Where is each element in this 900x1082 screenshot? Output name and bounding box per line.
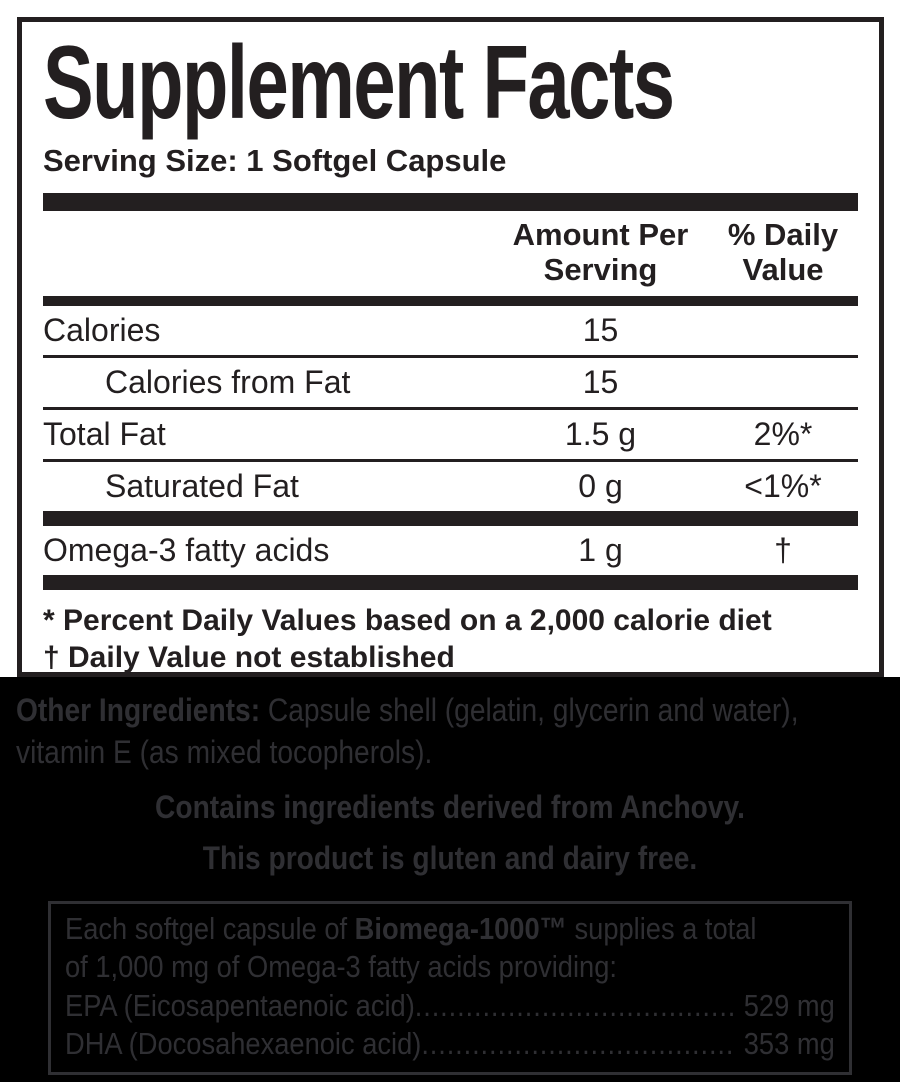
footnotes: * Percent Daily Values based on a 2,000 … bbox=[43, 602, 858, 675]
divider-hairline bbox=[43, 458, 858, 462]
divider-hairline bbox=[43, 354, 858, 358]
divider-thick bbox=[43, 510, 858, 526]
leader-dots: ........................................… bbox=[421, 1026, 736, 1062]
nutrient-name: Calories from Fat bbox=[105, 363, 351, 400]
divider-hairline bbox=[43, 406, 858, 410]
gluten-dairy-statement: This product is gluten and dairy free. bbox=[202, 839, 698, 876]
supplies-intro-line-2: of 1,000 mg of Omega-3 fatty acids provi… bbox=[65, 949, 617, 985]
panel-title-text: Supplement Facts bbox=[43, 25, 675, 141]
divider-medium bbox=[43, 295, 858, 306]
table-row-total-fat: Total Fat 1.5 g 2%* bbox=[43, 410, 858, 459]
other-ingredients-paragraph: Other Ingredients: Capsule shell (gelati… bbox=[16, 689, 884, 773]
nutrient-daily-value: 2%* bbox=[753, 415, 813, 452]
nutrient-daily-value: <1%* bbox=[744, 467, 822, 504]
nutrient-amount: 0 g bbox=[578, 467, 623, 504]
nutrient-name: Saturated Fat bbox=[105, 467, 299, 504]
supplies-content: Each softgel capsule of Biomega-1000™ su… bbox=[65, 910, 835, 1064]
supplies-item-epa: EPA (Eicosapentaenoic acid) ............… bbox=[65, 987, 835, 1025]
nutrient-name: Calories bbox=[43, 311, 161, 348]
supplies-item-value: 353 mg bbox=[743, 1026, 835, 1062]
brand-name: Biomega-1000™ bbox=[354, 910, 567, 946]
nutrient-daily-value-dagger: † bbox=[774, 531, 792, 568]
nutrient-amount: 15 bbox=[582, 363, 619, 400]
footnote-daily-value-not-established: † Daily Value not established bbox=[43, 641, 455, 675]
divider-thick-top bbox=[43, 192, 858, 211]
supplies-intro-pre: Each softgel capsule of bbox=[65, 910, 355, 946]
column-header-daily-value: % Daily Value bbox=[727, 216, 839, 287]
allergen-statement: Contains ingredients derived from Anchov… bbox=[155, 789, 745, 826]
ingredients-section: Other Ingredients: Capsule shell (gelati… bbox=[0, 677, 900, 1082]
footnote-percent-daily-values: * Percent Daily Values based on a 2,000 … bbox=[43, 603, 772, 637]
panel-title: Supplement Facts bbox=[43, 25, 858, 141]
table-header-row: Amount Per Serving % Daily Value bbox=[43, 211, 858, 296]
supplies-item-name: EPA (Eicosapentaenoic acid) bbox=[65, 987, 415, 1023]
supplies-item-name: DHA (Docosahexaenoic acid) bbox=[65, 1026, 422, 1062]
supplies-intro-line-1: Each softgel capsule of Biomega-1000™ su… bbox=[65, 910, 835, 948]
table-row-calories-from-fat: Calories from Fat 15 bbox=[43, 358, 858, 407]
nutrient-amount: 15 bbox=[582, 311, 619, 348]
leader-dots: ........................................… bbox=[414, 987, 737, 1023]
nutrient-name: Total Fat bbox=[43, 415, 166, 452]
divider-thick-bottom bbox=[43, 574, 858, 590]
table-row-calories: Calories 15 bbox=[43, 306, 858, 355]
supplies-item-value: 529 mg bbox=[743, 987, 835, 1023]
supplies-item-dha: DHA (Docosahexaenoic acid) .............… bbox=[65, 1025, 835, 1063]
nutrient-amount: 1.5 g bbox=[564, 415, 637, 452]
nutrient-name: Omega-3 fatty acids bbox=[43, 531, 330, 568]
serving-size: Serving Size: 1 Softgel Capsule bbox=[43, 142, 507, 178]
other-ingredients-text: Capsule shell (gelatin, glycerin and wat… bbox=[16, 692, 799, 771]
column-header-amount: Amount Per Serving bbox=[512, 216, 689, 287]
supplies-box: Each softgel capsule of Biomega-1000™ su… bbox=[48, 900, 852, 1075]
supplies-intro-post: supplies a total bbox=[566, 910, 757, 946]
supplement-facts-panel: Supplement Facts Serving Size: 1 Softgel… bbox=[17, 17, 884, 677]
table-row-saturated-fat: Saturated Fat 0 g <1%* bbox=[43, 462, 858, 511]
nutrient-amount: 1 g bbox=[578, 531, 623, 568]
other-ingredients-label: Other Ingredients: bbox=[16, 692, 261, 728]
table-row-omega-3: Omega-3 fatty acids 1 g † bbox=[43, 526, 858, 575]
